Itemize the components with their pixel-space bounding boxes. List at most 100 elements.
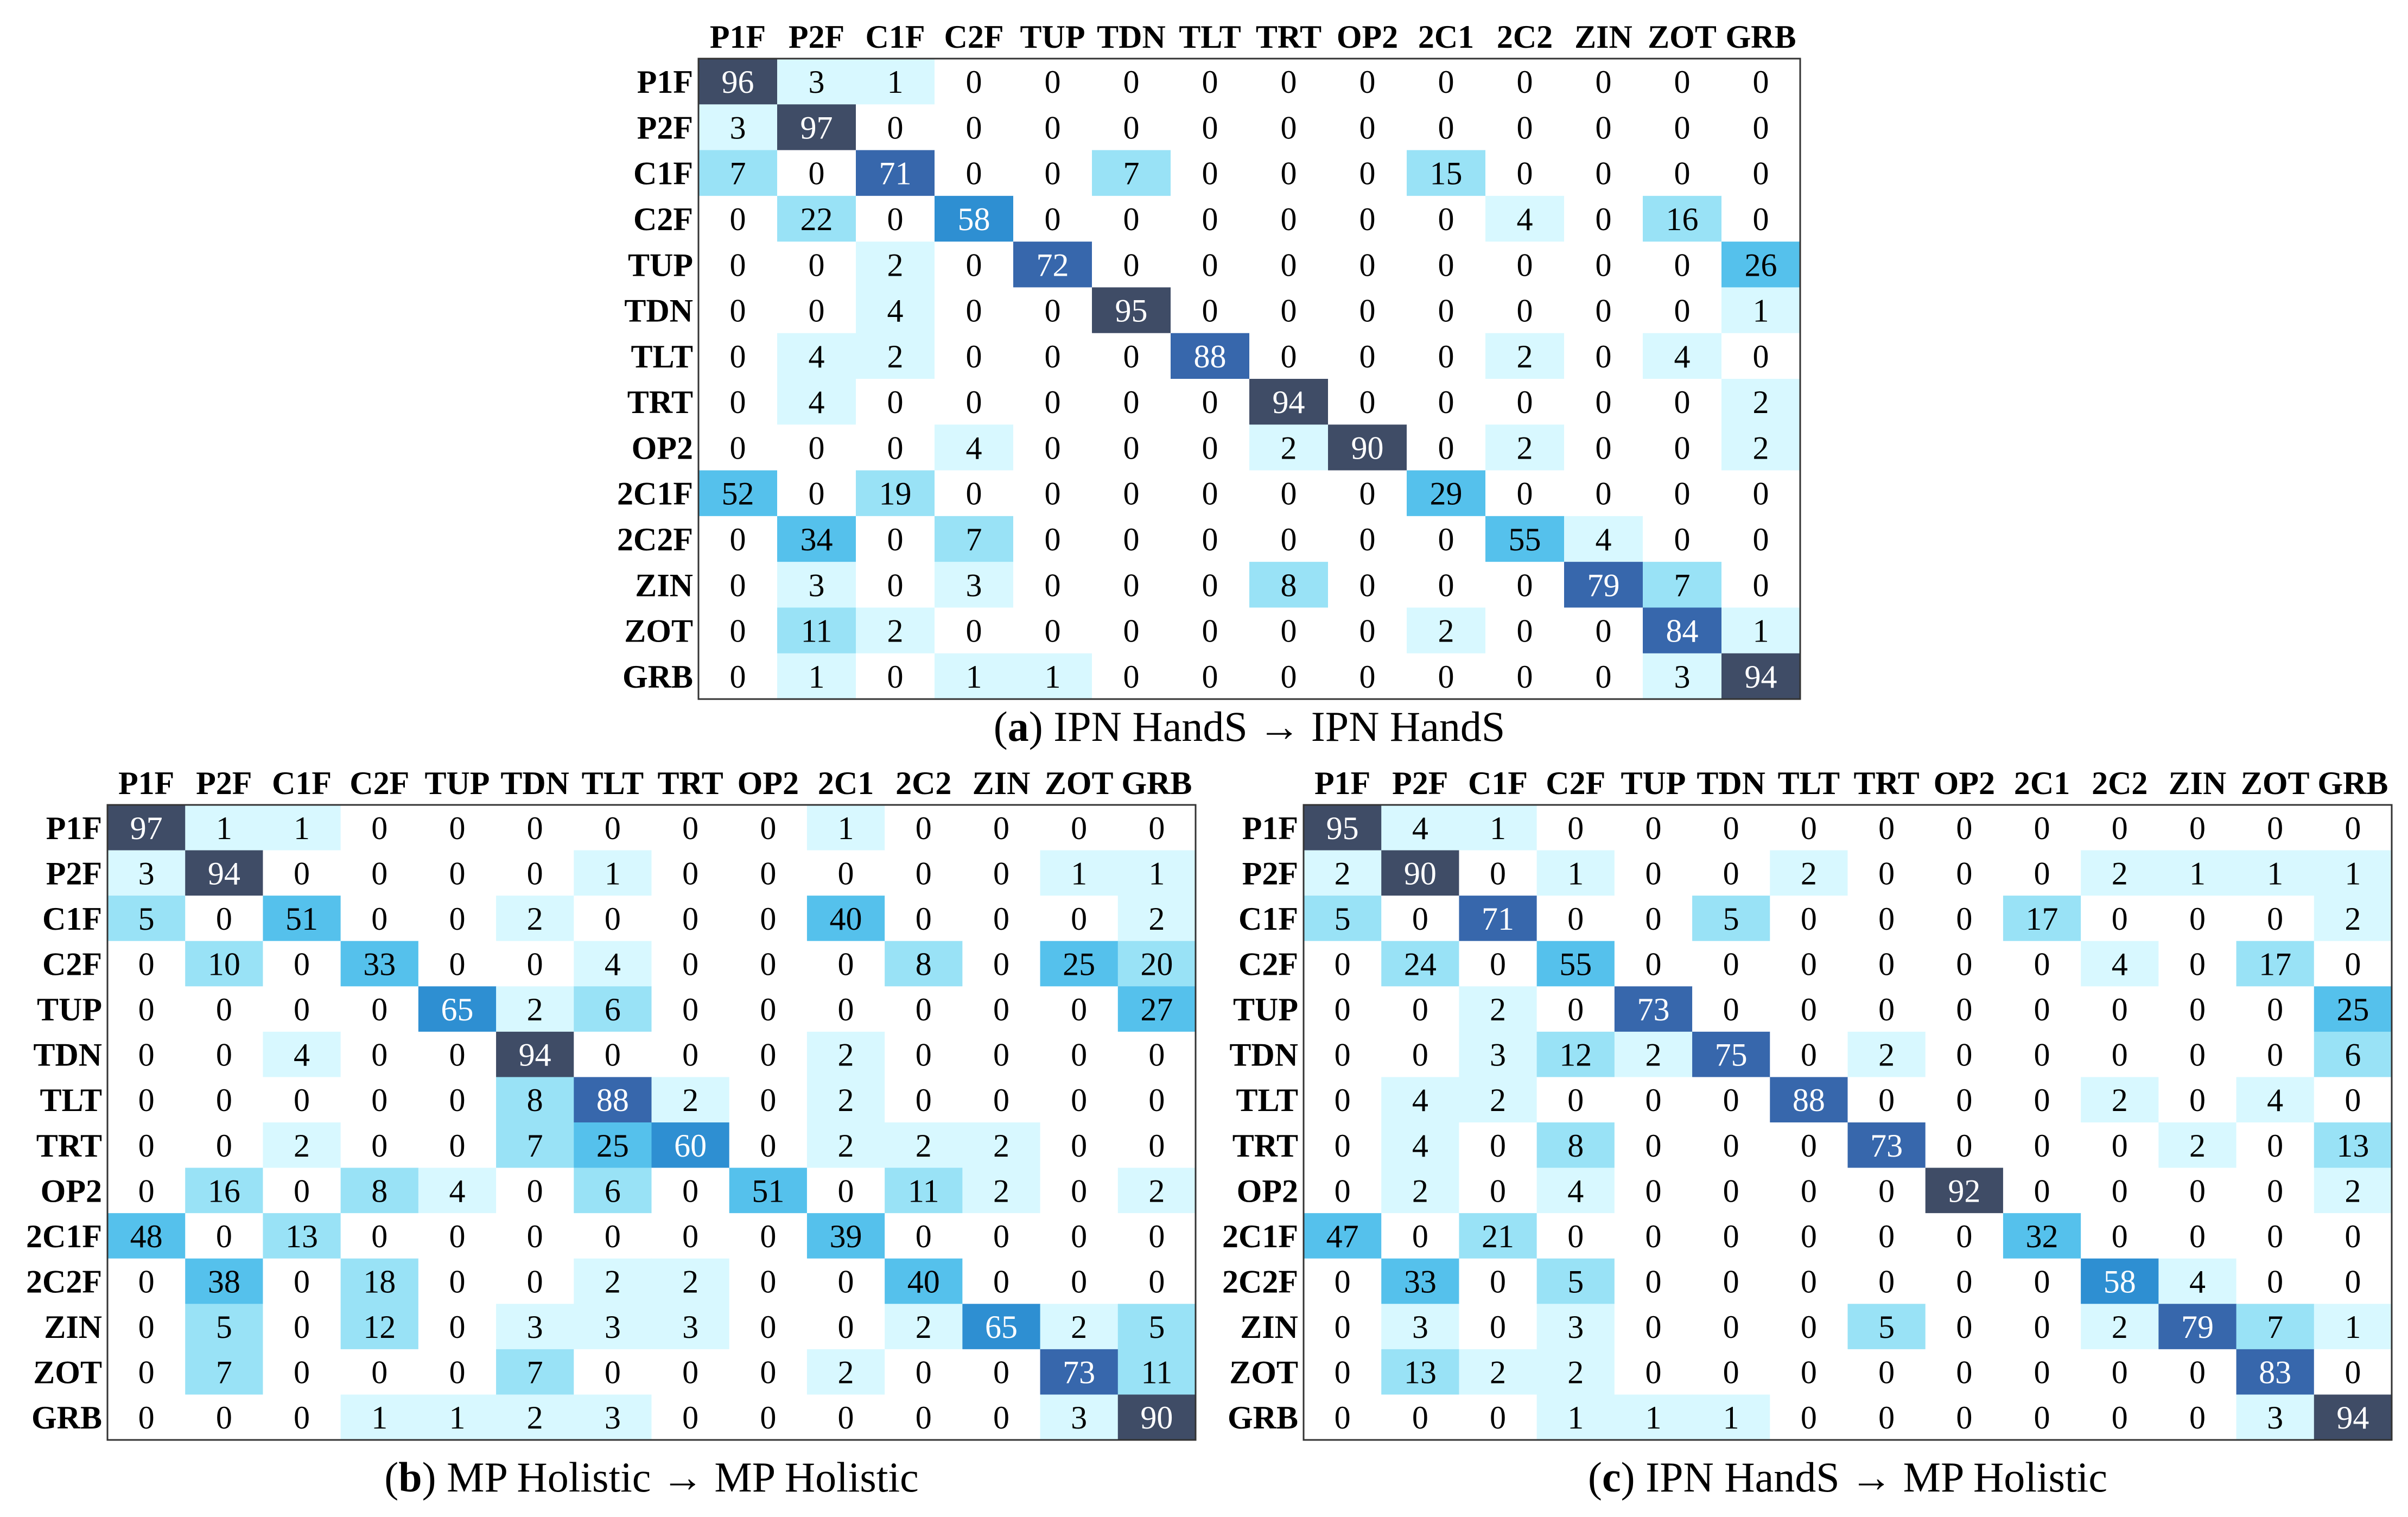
cell-value: 3 [1674, 659, 1691, 695]
cell-value: 0 [1878, 1173, 1895, 1209]
column-label: 2C2 [1497, 19, 1553, 55]
cell-value: 0 [216, 1218, 232, 1254]
cell-value: 2 [1567, 1355, 1584, 1391]
heatmap-cell [1171, 607, 1250, 654]
cell-value: 0 [1045, 476, 1061, 512]
heatmap-cell [1092, 562, 1171, 608]
cell-value: 2 [838, 1355, 854, 1391]
heatmap-cell [418, 1077, 497, 1123]
heatmap-cell [935, 562, 1014, 608]
heatmap-cell [935, 242, 1014, 288]
heatmap-cell [1304, 941, 1382, 987]
row-label: TDN [624, 293, 693, 329]
cell-value: 0 [838, 1400, 854, 1436]
row-label: GRB [622, 659, 693, 695]
cell-value: 90 [1351, 430, 1384, 466]
heatmap-cell [2003, 986, 2081, 1032]
heatmap-cell [496, 1349, 574, 1395]
cell-value: 2 [1517, 430, 1533, 466]
heatmap-cell [698, 607, 778, 654]
cell-value: 0 [1801, 1355, 1817, 1391]
heatmap-cell [1304, 896, 1382, 942]
heatmap-cell [1614, 805, 1693, 851]
heatmap-cell [574, 850, 652, 896]
heatmap-cell [496, 941, 574, 987]
heatmap-cell [885, 805, 963, 851]
cell-value: 0 [838, 855, 854, 891]
cell-value: 1 [1148, 855, 1165, 891]
heatmap-cell [2081, 1394, 2159, 1440]
cell-value: 0 [1335, 1037, 1351, 1073]
cell-value: 88 [1793, 1082, 1825, 1118]
heatmap-cell [185, 1031, 263, 1077]
heatmap-cell [856, 379, 935, 425]
heatmap-cell [1328, 150, 1407, 196]
cell-value: 0 [1281, 64, 1297, 100]
heatmap-cell [574, 1258, 652, 1304]
cell-value: 0 [1596, 339, 1612, 375]
heatmap-cell [856, 195, 935, 242]
heatmap-cell [962, 896, 1041, 942]
heatmap-cell [1925, 1077, 2004, 1123]
cell-value: 0 [1878, 1218, 1895, 1254]
cell-value: 0 [1438, 293, 1454, 329]
heatmap-cell [885, 1122, 963, 1169]
cell-value: 0 [1723, 992, 1739, 1027]
cell-value: 0 [1645, 901, 1661, 937]
cell-value: 0 [1281, 110, 1297, 145]
row-label: OP2 [41, 1173, 102, 1209]
cell-value: 1 [1045, 659, 1061, 695]
cell-value: 0 [1567, 1218, 1584, 1254]
cell-value: 0 [1281, 613, 1297, 649]
heatmap-cell [1040, 896, 1119, 942]
cell-value: 2 [2112, 855, 2128, 891]
heatmap-cell [1407, 242, 1486, 288]
cell-value: 0 [1596, 156, 1612, 192]
heatmap-cell [2314, 1213, 2392, 1259]
cell-value: 40 [907, 1264, 940, 1300]
heatmap-cell [2236, 986, 2315, 1032]
heatmap-cell [1092, 104, 1171, 151]
heatmap-cell [777, 333, 856, 379]
cell-value: 0 [993, 947, 1009, 982]
heatmap-cell [496, 986, 574, 1032]
cell-value: 0 [1335, 1173, 1351, 1209]
heatmap-cell [496, 1077, 574, 1123]
heatmap-cell [1643, 607, 1722, 654]
heatmap-cell [1485, 333, 1565, 379]
cell-value: 0 [730, 430, 746, 466]
heatmap-cell [1692, 941, 1770, 987]
heatmap-cell [1485, 242, 1565, 288]
cell-value: 25 [596, 1128, 629, 1164]
panel-caption: (b) MP Holistic → MP Holistic [384, 1453, 919, 1501]
cell-value: 0 [449, 1309, 465, 1345]
heatmap-cell [1536, 1077, 1615, 1123]
heatmap-cell [496, 1122, 574, 1169]
heatmap-cell [1614, 1167, 1693, 1214]
cell-value: 0 [449, 1037, 465, 1073]
heatmap-cell [1171, 287, 1250, 334]
heatmap-cell [935, 424, 1014, 471]
heatmap-cell [1614, 896, 1693, 942]
cell-value: 4 [449, 1173, 465, 1209]
heatmap-cell [1485, 562, 1565, 608]
column-label: OP2 [738, 765, 799, 801]
heatmap-cell [1721, 195, 1801, 242]
cell-value: 88 [596, 1082, 629, 1118]
cell-value: 0 [730, 613, 746, 649]
heatmap-cell [1381, 1077, 1459, 1123]
heatmap-cell [1847, 1349, 1926, 1395]
cell-value: 0 [993, 855, 1009, 891]
heatmap-cell [651, 986, 730, 1032]
cell-value: 0 [1674, 522, 1691, 557]
cell-value: 88 [1194, 339, 1227, 375]
cell-value: 4 [2112, 947, 2128, 982]
heatmap-cell [107, 1349, 186, 1395]
cell-value: 0 [1596, 430, 1612, 466]
heatmap-cell [1643, 333, 1722, 379]
cell-value: 0 [371, 810, 387, 846]
heatmap-cell [2158, 986, 2237, 1032]
cell-value: 0 [2189, 810, 2206, 846]
cell-value: 0 [682, 901, 698, 937]
heatmap-cell [185, 1122, 263, 1169]
